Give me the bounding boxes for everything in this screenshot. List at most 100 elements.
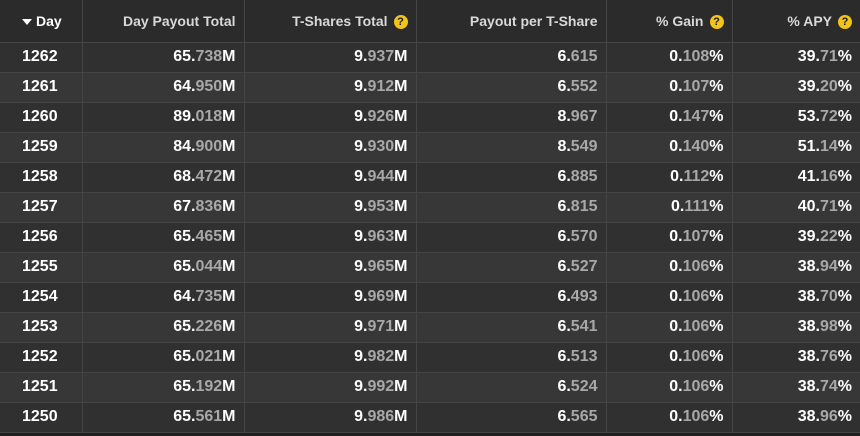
cell-payout-per-tshare: 6.570 xyxy=(416,222,607,253)
value-unit: M xyxy=(222,258,236,275)
value-minor: 108 xyxy=(682,48,710,65)
value-major: 38. xyxy=(797,318,820,335)
column-header-apy-label: % APY xyxy=(787,12,832,29)
value-unit: M xyxy=(222,378,236,395)
table-row: 1262 65.738M 9.937M 6.615 0.108% 39.71% xyxy=(0,42,860,73)
cell-gain: 0.106% xyxy=(606,342,733,373)
table-row: 1255 65.044M 9.965M 6.527 0.106% 38.94% xyxy=(0,252,860,283)
column-header-day-label: Day xyxy=(36,12,62,29)
value-minor: 98 xyxy=(819,318,838,335)
table-row: 1256 65.465M 9.963M 6.570 0.107% 39.22% xyxy=(0,222,860,253)
value-minor: 527 xyxy=(570,258,598,275)
value-unit: M xyxy=(222,138,236,155)
value-major: 0. xyxy=(669,348,683,365)
cell-apy: 41.16% xyxy=(732,162,860,193)
column-header-payout-per-tshare[interactable]: Payout per T-Share xyxy=(416,0,607,43)
cell-tshares-total: 9.986M xyxy=(244,402,417,433)
value-major: 0. xyxy=(669,108,683,125)
cell-apy: 53.72% xyxy=(732,102,860,133)
cell-gain: 0.106% xyxy=(606,282,733,313)
cell-tshares-total: 9.953M xyxy=(244,192,417,223)
cell-payout-total: 65.192M xyxy=(82,372,245,403)
value-major: 53. xyxy=(797,108,820,125)
value-major: 84. xyxy=(173,138,196,155)
cell-day: 1258 xyxy=(0,162,83,193)
cell-day: 1255 xyxy=(0,252,83,283)
value-minor: 926 xyxy=(367,108,395,125)
value-major: 0. xyxy=(669,318,683,335)
value-unit: M xyxy=(222,108,236,125)
value-minor: 565 xyxy=(570,408,598,425)
column-header-gain-label: % Gain xyxy=(656,12,704,29)
column-header-payout-total[interactable]: Day Payout Total xyxy=(82,0,245,43)
column-header-apy[interactable]: % APY? xyxy=(732,0,860,43)
value-unit: % xyxy=(837,78,852,95)
value-major: 51. xyxy=(797,138,820,155)
cell-payout-per-tshare: 6.885 xyxy=(416,162,607,193)
value-minor: 106 xyxy=(682,408,710,425)
cell-payout-total: 89.018M xyxy=(82,102,245,133)
value-minor: 96 xyxy=(819,408,838,425)
column-header-day[interactable]: Day xyxy=(0,0,83,43)
value-unit: % xyxy=(709,288,724,305)
value-unit: M xyxy=(394,318,408,335)
cell-payout-total: 65.044M xyxy=(82,252,245,283)
value-major: 9. xyxy=(354,228,368,245)
value-minor: 14 xyxy=(819,138,838,155)
cell-payout-per-tshare: 8.549 xyxy=(416,132,607,163)
value-unit: % xyxy=(709,258,724,275)
value-major: 38. xyxy=(797,258,820,275)
value-minor: 493 xyxy=(570,288,598,305)
value-minor: 20 xyxy=(819,78,838,95)
column-header-tshares-total[interactable]: T-Shares Total? xyxy=(244,0,417,43)
value-major: 9. xyxy=(354,78,368,95)
value-minor: 524 xyxy=(570,378,598,395)
value-major: 9. xyxy=(354,48,368,65)
sort-descending-icon xyxy=(22,18,32,25)
cell-apy: 38.76% xyxy=(732,342,860,373)
table-row: 1259 84.900M 9.930M 8.549 0.140% 51.14% xyxy=(0,132,860,163)
table-row: 1254 64.735M 9.969M 6.493 0.106% 38.70% xyxy=(0,282,860,313)
cell-payout-per-tshare: 6.615 xyxy=(416,42,607,73)
value-minor: 106 xyxy=(682,378,710,395)
help-icon[interactable]: ? xyxy=(393,14,408,29)
value-unit: % xyxy=(837,198,852,215)
value-major: 0. xyxy=(670,198,685,215)
value-minor: 112 xyxy=(683,168,710,185)
value-minor: 541 xyxy=(570,318,598,335)
value-unit: % xyxy=(837,318,852,335)
cell-gain: 0.112% xyxy=(606,162,733,193)
column-header-payout-total-label: Day Payout Total xyxy=(122,12,236,29)
column-header-gain[interactable]: % Gain? xyxy=(606,0,733,43)
value-unit: % xyxy=(837,108,852,125)
value-minor: 70 xyxy=(819,288,838,305)
help-icon[interactable]: ? xyxy=(709,14,724,29)
value-major: 9. xyxy=(354,408,368,425)
value-minor: 992 xyxy=(367,378,395,395)
value-minor: 965 xyxy=(367,258,395,275)
cell-gain: 0.107% xyxy=(606,72,733,103)
value-unit: % xyxy=(709,198,724,215)
value-major: 9. xyxy=(354,288,368,305)
value-unit: % xyxy=(709,348,724,365)
cell-payout-total: 68.472M xyxy=(82,162,245,193)
value-minor: 982 xyxy=(367,348,395,365)
cell-apy: 40.71% xyxy=(732,192,860,223)
cell-apy: 39.22% xyxy=(732,222,860,253)
value-minor: 953 xyxy=(367,198,395,215)
value-minor: 971 xyxy=(367,318,395,335)
value-minor: 738 xyxy=(195,48,223,65)
value-unit: M xyxy=(222,48,236,65)
value-unit: % xyxy=(837,228,852,245)
value-unit: % xyxy=(709,228,724,245)
value-minor: 944 xyxy=(367,168,395,185)
cell-apy: 38.94% xyxy=(732,252,860,283)
cell-payout-total: 64.950M xyxy=(82,72,245,103)
help-icon[interactable]: ? xyxy=(838,14,852,29)
cell-gain: 0.106% xyxy=(606,372,733,403)
cell-gain: 0.106% xyxy=(606,402,733,433)
value-unit: M xyxy=(394,258,408,275)
cell-payout-per-tshare: 6.524 xyxy=(416,372,607,403)
value-unit: M xyxy=(394,138,408,155)
